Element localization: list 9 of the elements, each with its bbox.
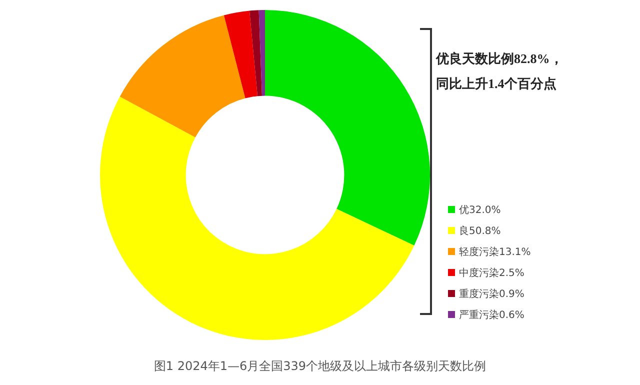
legend-label: 严重污染0.6% [459, 308, 524, 322]
text: 同比上升1.4个百分点 [436, 75, 558, 93]
legend-label: 中度污染2.5% [459, 266, 524, 280]
text: 优良天数比例82.8%， [436, 50, 563, 68]
legend-label: 良50.8% [459, 224, 501, 238]
legend-label: 重度污染0.9% [459, 288, 524, 300]
legend-label: 优32.0% [459, 204, 501, 216]
text: 图1 2024年1—6月全国339个地级及以上城市各级别天数比例 [152, 358, 488, 375]
legend-label: 轻度污染13.1% [459, 246, 531, 258]
